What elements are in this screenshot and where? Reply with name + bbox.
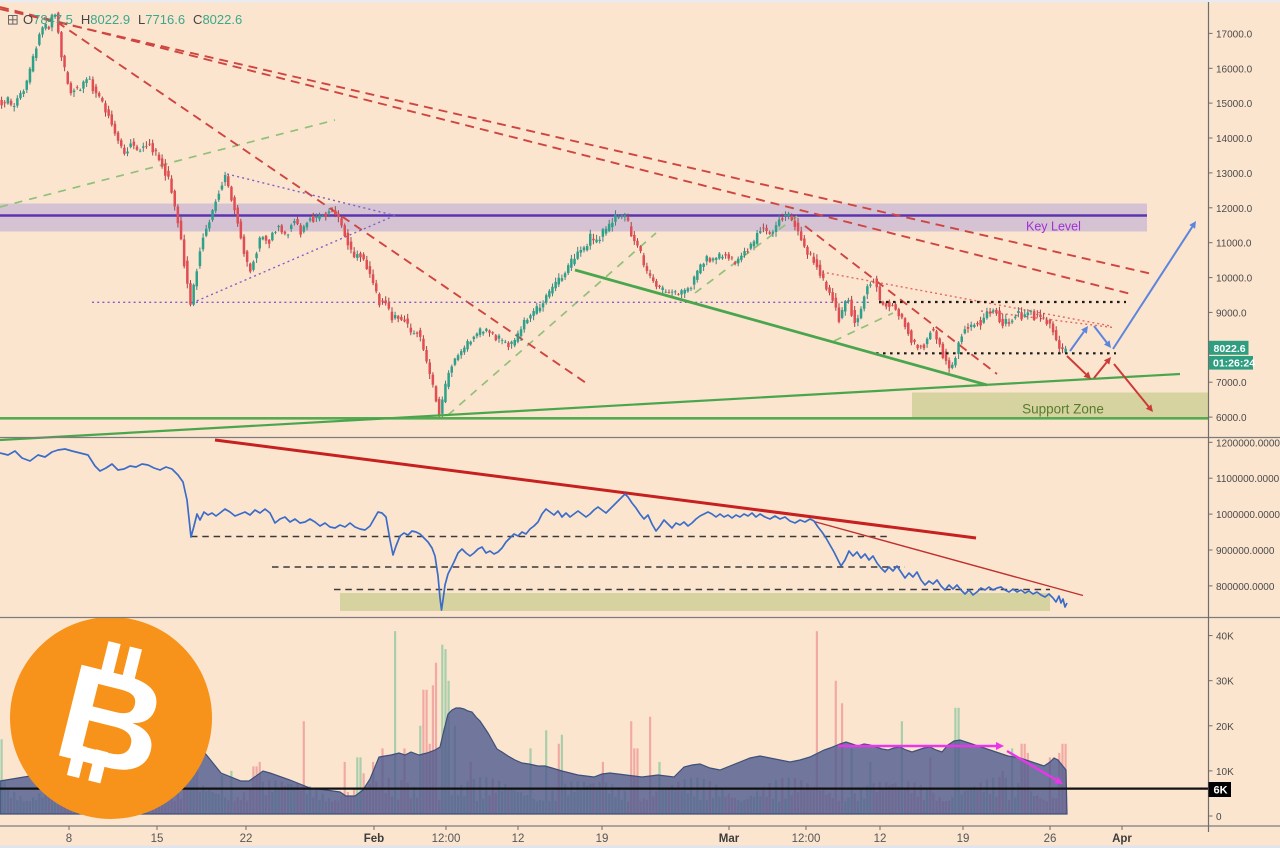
svg-text:6000.0: 6000.0	[1216, 413, 1247, 424]
svg-text:9000.0: 9000.0	[1216, 308, 1247, 319]
svg-text:12:00: 12:00	[792, 833, 821, 845]
svg-text:19: 19	[596, 833, 609, 845]
svg-text:Key Level: Key Level	[1026, 220, 1081, 234]
svg-text:8022.6: 8022.6	[1214, 343, 1246, 355]
svg-text:12: 12	[874, 833, 887, 845]
svg-text:30K: 30K	[1216, 677, 1234, 688]
svg-text:20K: 20K	[1216, 722, 1234, 733]
svg-text:Feb: Feb	[364, 833, 384, 845]
svg-text:15: 15	[151, 833, 164, 845]
svg-text:14000.0: 14000.0	[1216, 134, 1253, 145]
svg-text:15000.0: 15000.0	[1216, 99, 1253, 110]
svg-text:12: 12	[512, 833, 525, 845]
svg-text:8: 8	[66, 833, 72, 845]
svg-text:12:00: 12:00	[432, 833, 461, 845]
svg-text:Support Zone: Support Zone	[1022, 402, 1104, 417]
svg-text:01:26:24: 01:26:24	[1213, 358, 1255, 370]
svg-text:900000.0000: 900000.0000	[1216, 546, 1275, 557]
svg-text:17000.0: 17000.0	[1216, 29, 1253, 40]
svg-text:1100000.0000: 1100000.0000	[1216, 474, 1280, 485]
svg-text:7000.0: 7000.0	[1216, 378, 1247, 389]
svg-text:12000.0: 12000.0	[1216, 204, 1253, 215]
svg-text:Mar: Mar	[719, 833, 740, 845]
svg-text:22: 22	[240, 833, 253, 845]
svg-text:800000.0000: 800000.0000	[1216, 582, 1275, 593]
svg-text:10K: 10K	[1216, 767, 1234, 778]
svg-text:1000000.0000: 1000000.0000	[1216, 510, 1280, 521]
svg-text:Apr: Apr	[1112, 833, 1132, 845]
svg-text:6K: 6K	[1214, 785, 1228, 797]
svg-text:13000.0: 13000.0	[1216, 169, 1253, 180]
svg-text:16000.0: 16000.0	[1216, 64, 1253, 75]
svg-text:1200000.0000: 1200000.0000	[1216, 438, 1280, 449]
svg-text:40K: 40K	[1216, 632, 1234, 643]
svg-text:19: 19	[957, 833, 970, 845]
svg-text:10000.0: 10000.0	[1216, 274, 1253, 285]
svg-text:26: 26	[1044, 833, 1057, 845]
svg-text:0: 0	[1216, 812, 1222, 823]
svg-text:11000.0: 11000.0	[1216, 239, 1252, 250]
